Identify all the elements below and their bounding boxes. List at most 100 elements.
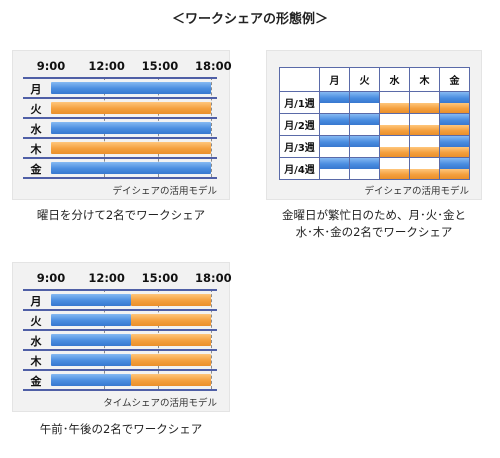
grid-cell <box>349 135 380 158</box>
grid-column-header: 月 <box>319 67 350 92</box>
shift-bar-pm <box>131 374 211 386</box>
row-divider <box>23 309 217 311</box>
time-gridline <box>211 77 212 177</box>
shift-bar-orange <box>51 102 211 114</box>
grid-cell-top-blue <box>440 136 469 147</box>
row-divider <box>23 137 217 139</box>
grid-corner <box>279 67 320 92</box>
day-label: 水 <box>30 335 42 348</box>
time-header: 12:00 <box>88 271 125 285</box>
grid-cell <box>349 157 380 180</box>
grid-cell <box>319 113 350 136</box>
time-share-panel: 9:00 12:00 15:00 18:00 月火水木金 タイムシェアの活用モデル <box>12 262 232 413</box>
grid-row-label: 月/4週 <box>279 157 320 180</box>
row-divider <box>23 349 217 351</box>
grid-column-header: 火 <box>349 67 380 92</box>
grid-row-label: 月/2週 <box>279 113 320 136</box>
grid-cell-top-blue <box>320 92 349 103</box>
grid-cell <box>439 91 470 114</box>
grid-cell-top-blue <box>320 136 349 147</box>
weekly-share-panel: 月火水木金月/1週 月/2週 月/3週 月/4週 デイシェアの活用モデル <box>266 50 482 200</box>
time-header: 9:00 <box>36 271 66 285</box>
shift-bar-pm <box>131 294 211 306</box>
grid-column-header: 水 <box>379 67 410 92</box>
grid-cell-bottom-orange <box>440 146 469 157</box>
row-divider <box>23 97 217 99</box>
shift-bar-pm <box>131 354 211 366</box>
grid-cell-bottom-orange <box>440 124 469 135</box>
shift-bar-am <box>51 294 131 306</box>
grid-cell <box>439 157 470 180</box>
grid-cell <box>319 157 350 180</box>
shift-bar-pm <box>131 334 211 346</box>
grid-cell <box>409 91 440 114</box>
grid-cell <box>349 113 380 136</box>
weekly-share-caption-line2: 水･木･金の2名でワークシェア <box>295 225 453 239</box>
grid-cell <box>409 157 440 180</box>
grid-cell <box>379 91 410 114</box>
day-share-model-label: デイシェアの活用モデル <box>112 186 217 197</box>
day-label: 火 <box>30 103 42 116</box>
time-header: 18:00 <box>195 271 232 285</box>
grid-column-header: 金 <box>439 67 470 92</box>
grid-cell-bottom-orange <box>410 168 439 179</box>
day-label: 木 <box>30 143 42 156</box>
grid-cell-bottom-orange <box>410 146 439 157</box>
row-divider <box>23 369 217 371</box>
grid-cell-bottom-orange <box>380 146 409 157</box>
time-header: 15:00 <box>141 271 179 285</box>
row-divider <box>23 117 217 119</box>
grid-cell-bottom-orange <box>380 102 409 113</box>
shift-bar-blue <box>51 162 211 174</box>
grid-cell <box>379 135 410 158</box>
page-title: ＜ワークシェアの形態例＞ <box>171 12 328 27</box>
grid-cell-bottom-orange <box>410 102 439 113</box>
day-label: 月 <box>30 295 42 308</box>
time-header: 18:00 <box>195 59 232 73</box>
time-share-chart: 9:00 12:00 15:00 18:00 月火水木金 <box>13 263 232 413</box>
grid-cell-top-blue <box>350 92 379 103</box>
grid-cell <box>319 135 350 158</box>
day-share-panel: 9:00 12:00 15:00 18:00 月火水木金 デイシェアの活用モデル <box>12 50 232 201</box>
grid-cell <box>409 135 440 158</box>
day-label: 水 <box>30 123 42 136</box>
day-label: 月 <box>30 83 42 96</box>
time-header: 12:00 <box>88 59 125 73</box>
grid-cell <box>349 91 380 114</box>
grid-cell <box>319 91 350 114</box>
row-divider <box>23 289 217 291</box>
grid-cell-bottom-orange <box>380 168 409 179</box>
shift-bar-am <box>51 374 131 386</box>
grid-cell-top-blue <box>440 92 469 103</box>
row-divider <box>23 389 217 391</box>
shift-bar-orange <box>51 142 211 154</box>
time-header: 15:00 <box>141 59 179 73</box>
weekly-share-model-label: デイシェアの活用モデル <box>364 186 469 197</box>
grid-cell-top-blue <box>440 114 469 125</box>
time-share-caption: 午前･午後の2名でワークシェア <box>39 422 203 436</box>
shift-bar-am <box>51 354 131 366</box>
grid-cell-bottom-orange <box>410 124 439 135</box>
weekly-share-caption: 金曜日が繁忙日のため、月･火･金と 水･木･金の2名でワークシェア <box>266 207 482 241</box>
day-label: 木 <box>30 355 42 368</box>
shift-bar-blue <box>51 122 211 134</box>
grid-cell-bottom-orange <box>440 168 469 179</box>
shift-bar-am <box>51 334 131 346</box>
grid-cell-top-blue <box>440 158 469 169</box>
row-divider <box>23 329 217 331</box>
time-share-model-label: タイムシェアの活用モデル <box>103 398 217 409</box>
grid-cell-top-blue <box>320 114 349 125</box>
grid-cell <box>409 113 440 136</box>
grid-cell <box>439 135 470 158</box>
row-divider <box>23 77 217 79</box>
row-divider <box>23 177 217 179</box>
shift-bar-pm <box>131 314 211 326</box>
grid-cell-top-blue <box>350 114 379 125</box>
grid-cell-top-blue <box>350 158 379 169</box>
weekly-share-grid: 月火水木金月/1週 月/2週 月/3週 月/4週 <box>279 67 470 180</box>
day-share-chart: 9:00 12:00 15:00 18:00 月火水木金 <box>13 51 232 201</box>
time-gridline <box>211 289 212 389</box>
day-label: 火 <box>30 315 42 328</box>
grid-cell-bottom-orange <box>380 124 409 135</box>
time-header: 9:00 <box>36 59 66 73</box>
